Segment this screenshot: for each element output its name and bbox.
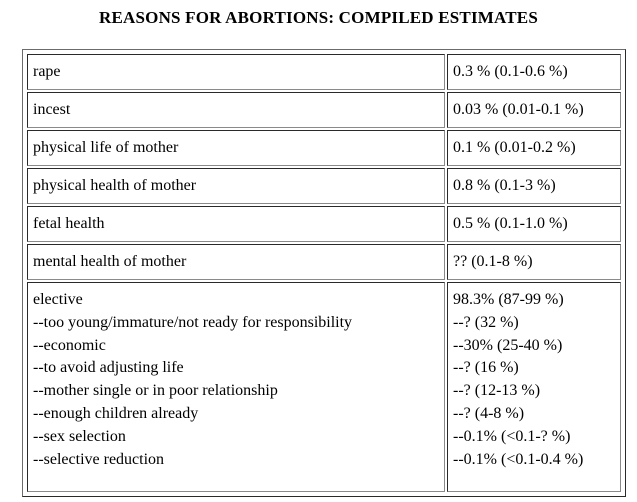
elective-reasons-cell: elective --too young/immature/not ready … xyxy=(27,282,445,492)
estimate-cell: 0.8 % (0.1-3 %) xyxy=(447,168,621,204)
elective-estimate-line: --30% (25-40 %) xyxy=(453,336,563,354)
elective-estimates-cell: 98.3% (87-99 %) --? (32 %) --30% (25-40 … xyxy=(447,282,621,492)
reason-cell: incest xyxy=(27,92,445,128)
elective-estimate-line: --? (16 %) xyxy=(453,359,519,377)
elective-reason-line: --selective reduction xyxy=(33,450,165,468)
elective-estimate-line: --? (12-13 %) xyxy=(453,382,541,400)
estimate-cell: 0.03 % (0.01-0.1 %) xyxy=(447,92,621,128)
elective-reason-line: elective xyxy=(33,291,83,308)
table-row: physical health of mother 0.8 % (0.1-3 %… xyxy=(27,168,621,204)
reason-cell: physical health of mother xyxy=(27,168,445,204)
table-row: incest 0.03 % (0.01-0.1 %) xyxy=(27,92,621,128)
table-row: fetal health 0.5 % (0.1-1.0 %) xyxy=(27,206,621,242)
reason-cell: mental health of mother xyxy=(27,244,445,280)
elective-reason-line: --sex selection xyxy=(33,427,126,445)
estimates-table: rape 0.3 % (0.1-0.6 %) incest 0.03 % (0.… xyxy=(22,49,626,497)
estimate-cell: 0.1 % (0.01-0.2 %) xyxy=(447,130,621,166)
table-row: rape 0.3 % (0.1-0.6 %) xyxy=(27,54,621,90)
elective-estimate-line: --? (4-8 %) xyxy=(453,404,525,422)
reason-cell: rape xyxy=(27,54,445,90)
elective-reason-line: --economic xyxy=(33,336,106,354)
elective-reason-line: --mother single or in poor relationship xyxy=(33,382,278,400)
elective-estimate-line: 98.3% (87-99 %) xyxy=(453,291,564,308)
reason-cell: fetal health xyxy=(27,206,445,242)
elective-estimate-line: --? (32 %) xyxy=(453,313,519,331)
elective-reason-line: --to avoid adjusting life xyxy=(33,359,184,377)
table-row-elective: elective --too young/immature/not ready … xyxy=(27,282,621,492)
reason-cell: physical life of mother xyxy=(27,130,445,166)
elective-estimate-line: --0.1% (<0.1-? %) xyxy=(453,427,571,445)
elective-reason-line: --too young/immature/not ready for respo… xyxy=(33,313,353,331)
table-row: mental health of mother ?? (0.1-8 %) xyxy=(27,244,621,280)
estimate-cell: 0.5 % (0.1-1.0 %) xyxy=(447,206,621,242)
estimate-cell: 0.3 % (0.1-0.6 %) xyxy=(447,54,621,90)
elective-estimate-line: --0.1% (<0.1-0.4 %) xyxy=(453,450,584,468)
table-row: physical life of mother 0.1 % (0.01-0.2 … xyxy=(27,130,621,166)
estimate-cell: ?? (0.1-8 %) xyxy=(447,244,621,280)
page-title: REASONS FOR ABORTIONS: COMPILED ESTIMATE… xyxy=(99,8,538,27)
elective-reason-line: --enough children already xyxy=(33,404,199,422)
